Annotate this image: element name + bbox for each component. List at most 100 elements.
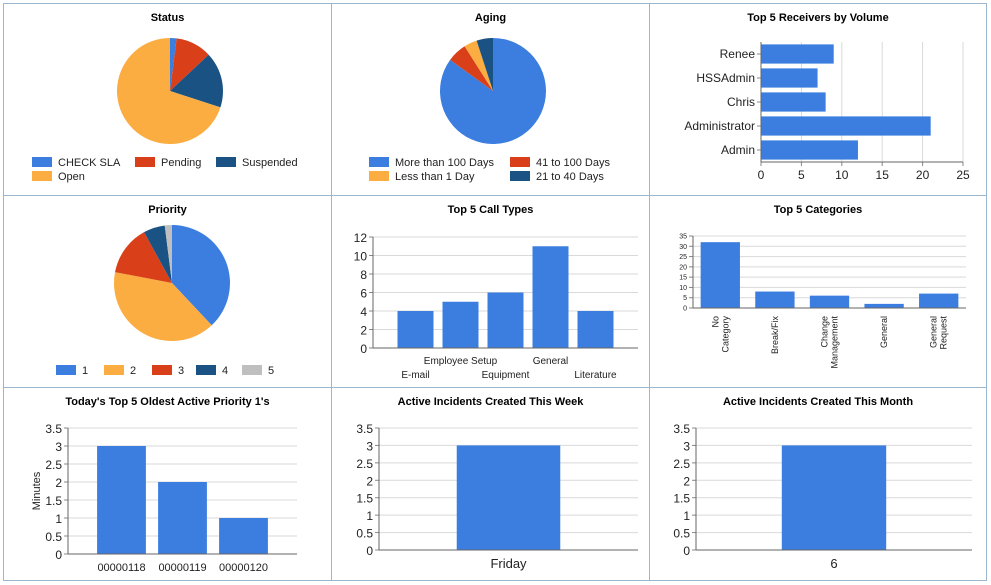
tick-label: 2 — [55, 476, 62, 490]
priority-panel: Priority 1 2 3 4 5 — [3, 195, 332, 388]
tick-label: 0 — [683, 544, 690, 558]
category-label: Break/Fix — [770, 316, 780, 355]
legend-label: 2 — [130, 365, 136, 377]
pie-slice — [450, 46, 493, 91]
legend-swatch — [196, 365, 216, 375]
aging-panel: Aging More than 100 Days 41 to 100 Days Le… — [331, 3, 650, 196]
bar — [761, 92, 826, 112]
month-title: Active Incidents Created This Month — [722, 396, 914, 408]
priority-title: Priority — [148, 204, 187, 216]
legend-label: Open — [58, 171, 85, 183]
pie-slice — [476, 38, 493, 91]
category-label: GeneralRequest — [929, 316, 949, 350]
oldest-priority-panel: Today's Top 5 Oldest Active Priority 1's… — [3, 387, 332, 581]
categories-panel: Top 5 Categories 0 5 10 15 20 25 30 35 NoCategor… — [649, 195, 987, 388]
tick-label: 3 — [366, 439, 373, 453]
aging-title: Aging — [474, 12, 507, 24]
tick-label: 10 — [354, 250, 368, 264]
legend-label: 41 to 100 Days — [536, 157, 610, 169]
receivers-title: Top 5 Receivers by Volume — [747, 12, 889, 24]
tick-label: 5 — [798, 168, 805, 182]
receivers-panel: Top 5 Receivers by Volume 0 5 10 15 20 25 Rene… — [649, 3, 987, 196]
legend-label: 5 — [268, 365, 274, 377]
pie-slice — [144, 225, 172, 283]
bar — [97, 446, 146, 554]
priority-chart: 1 2 3 4 5 — [56, 225, 274, 377]
tick-label: 10 — [679, 285, 687, 292]
category-label: General — [879, 316, 889, 348]
category-label: Employee Setup — [424, 356, 498, 367]
pie-slice — [115, 232, 172, 283]
legend-label: 1 — [82, 365, 88, 377]
bar — [700, 242, 740, 308]
category-label: 00000119 — [158, 562, 206, 574]
pie-slice — [170, 38, 177, 91]
tick-label: 3.5 — [673, 422, 690, 436]
tick-label: 5 — [683, 295, 687, 302]
category-label: 00000118 — [97, 562, 145, 574]
bar — [761, 68, 818, 88]
y-axis-label: Minutes — [31, 471, 43, 510]
bar — [219, 518, 268, 554]
category-label: Literature — [574, 370, 617, 381]
status-title: Status — [150, 12, 185, 24]
tick-label: 0.5 — [673, 527, 690, 541]
tick-label: 25 — [956, 168, 970, 182]
category-label: ChangeManagement — [820, 316, 840, 369]
legend-swatch — [216, 157, 236, 167]
month-panel: Active Incidents Created This Month 0 0.5… — [649, 387, 987, 581]
tick-label: 1 — [683, 509, 690, 523]
legend-swatch — [369, 171, 389, 181]
tick-label: 2 — [360, 324, 367, 338]
bar — [456, 445, 561, 550]
month-chart: 0 0.5 1 1.5 2 2.5 3 3.5 6 — [673, 422, 972, 571]
tick-label: 3.5 — [45, 422, 62, 436]
bar — [397, 311, 434, 348]
category-label: Equipment — [482, 370, 530, 381]
category-label: Admin — [721, 143, 755, 157]
tick-label: 2.5 — [356, 457, 373, 471]
tick-label: 12 — [354, 231, 368, 245]
bar — [761, 116, 931, 136]
tick-label: 35 — [679, 234, 687, 241]
tick-label: 3.5 — [356, 422, 373, 436]
week-chart: 0 0.5 1 1.5 2 2.5 3 3.5 Friday — [356, 422, 638, 571]
categories-chart: 0 5 10 15 20 25 30 35 NoCategory Break/Fix ChangeM… — [679, 234, 966, 369]
tick-label: 1.5 — [356, 492, 373, 506]
bar — [809, 295, 850, 308]
category-label: Renee — [720, 47, 756, 61]
tick-label: 1 — [366, 509, 373, 523]
bar — [577, 311, 614, 348]
category-label: General — [533, 356, 569, 367]
tick-label: 3 — [683, 439, 690, 453]
receivers-chart: 0 5 10 15 20 25 Renee HSSAdmin Chris Administrato… — [684, 42, 970, 182]
tick-label: 4 — [360, 305, 367, 319]
tick-label: 8 — [360, 268, 367, 282]
legend-label: 21 to 40 Days — [536, 171, 604, 183]
legend-swatch — [369, 157, 389, 167]
tick-label: 15 — [876, 168, 890, 182]
category-label: HSSAdmin — [696, 71, 755, 85]
legend-label: 4 — [222, 365, 228, 377]
pie-slice — [170, 38, 209, 91]
category-label: NoCategory — [710, 316, 730, 353]
tick-label: 2 — [683, 474, 690, 488]
call-types-title: Top 5 Call Types — [447, 204, 534, 216]
tick-label: 0 — [366, 544, 373, 558]
legend-swatch — [510, 157, 530, 167]
bar — [487, 292, 524, 348]
category-label: 6 — [830, 556, 837, 571]
bar — [781, 445, 887, 550]
tick-label: 20 — [916, 168, 930, 182]
tick-label: 1.5 — [45, 494, 62, 508]
tick-label: 1.5 — [673, 492, 690, 506]
tick-label: 0 — [55, 548, 62, 562]
pie-slice — [172, 225, 230, 326]
tick-label: 3 — [55, 440, 62, 454]
status-chart: CHECK SLA Pending Suspended Open — [32, 38, 298, 183]
legend-swatch — [152, 365, 172, 375]
bar — [761, 44, 834, 64]
tick-label: 25 — [679, 254, 687, 261]
legend-swatch — [56, 365, 76, 375]
pie-slice — [114, 272, 212, 341]
